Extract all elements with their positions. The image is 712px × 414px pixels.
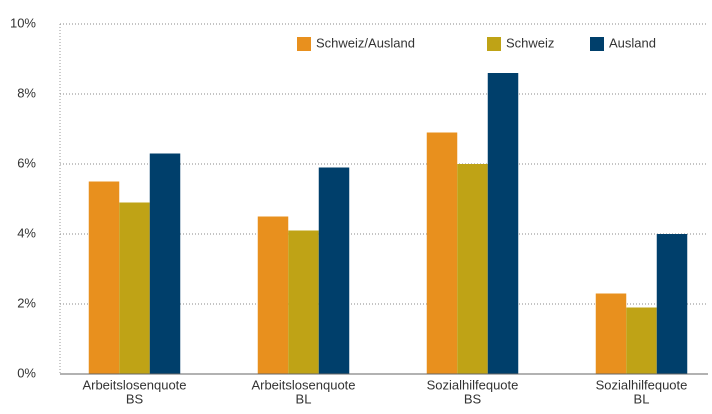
bar	[595, 293, 627, 374]
legend-label: Schweiz	[506, 35, 554, 50]
legend-label: Ausland	[609, 35, 656, 50]
legend-swatch	[297, 37, 311, 51]
y-tick-label: 4%	[17, 225, 36, 240]
legend-swatch	[487, 37, 501, 51]
bar	[257, 216, 289, 374]
bar	[149, 153, 181, 374]
x-tick-label: Sozialhilfequote	[427, 377, 519, 392]
y-tick-label: 0%	[17, 365, 36, 380]
bar	[119, 202, 150, 374]
legend-label: Schweiz/Ausland	[316, 35, 415, 50]
bar	[656, 234, 688, 374]
y-tick-label: 2%	[17, 295, 36, 310]
y-tick-label: 10%	[10, 15, 36, 30]
y-tick-label: 8%	[17, 85, 36, 100]
bar	[318, 167, 350, 374]
x-tick-label: Arbeitslosenquote	[251, 377, 355, 392]
bar	[288, 230, 319, 374]
x-tick-label: BL	[634, 391, 650, 406]
x-tick-label: Arbeitslosenquote	[82, 377, 186, 392]
bar	[457, 164, 488, 374]
x-tick-label: Sozialhilfequote	[596, 377, 688, 392]
legend-swatch	[590, 37, 604, 51]
x-tick-label: BS	[464, 391, 482, 406]
x-tick-label: BS	[126, 391, 144, 406]
x-tick-label: BL	[296, 391, 312, 406]
y-tick-label: 6%	[17, 155, 36, 170]
bar	[487, 73, 519, 374]
bar	[626, 307, 657, 374]
bar	[426, 132, 458, 374]
bar	[88, 181, 120, 374]
